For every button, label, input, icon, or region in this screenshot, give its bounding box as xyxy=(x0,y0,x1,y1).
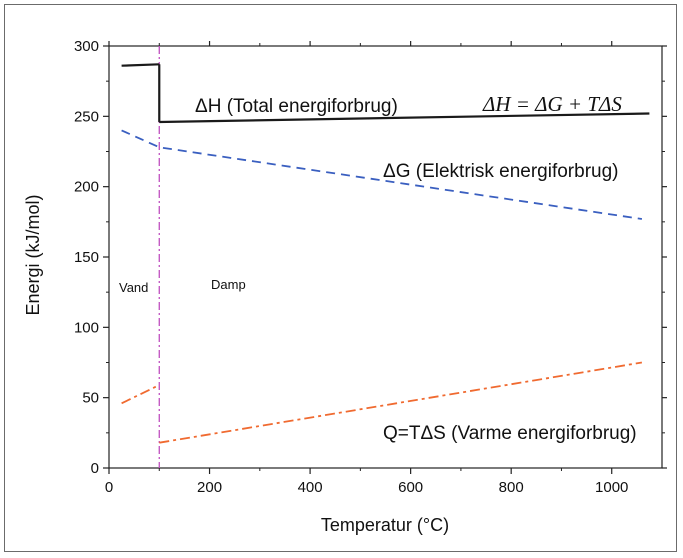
axes: 0 200 400 600 800 1000 0 50 100 150 200 250 300 xyxy=(74,38,667,496)
vand-label: Vand xyxy=(119,280,148,295)
x-tick-label: 600 xyxy=(398,479,423,496)
x-tick-label: 1000 xyxy=(595,479,628,496)
y-tick-label: 300 xyxy=(74,38,99,55)
series-0-segment-0 xyxy=(121,63,160,67)
y-tick-label: 50 xyxy=(82,390,99,407)
chart-frame: 0 200 400 600 800 1000 0 50 100 150 200 250 300 Temp… xyxy=(4,4,677,552)
energy-chart: 0 200 400 600 800 1000 0 50 100 150 200 250 300 Temp… xyxy=(23,38,667,535)
x-tick-label: 400 xyxy=(298,479,323,496)
formula-annotation: ΔH = ΔG + TΔS xyxy=(482,92,622,116)
series-2-segment-1 xyxy=(159,361,643,444)
q-label: Q=TΔS (Varme energiforbrug) xyxy=(383,423,637,444)
series-2-segment-0 xyxy=(121,384,160,405)
delta-g-label: ΔG (Elektrisk energiforbrug) xyxy=(383,161,619,182)
y-tick-label: 200 xyxy=(74,179,99,196)
delta-h-label: ΔH (Total energiforbrug) xyxy=(195,96,398,117)
series-lines xyxy=(121,46,650,468)
y-axis-title: Energi (kJ/mol) xyxy=(23,194,43,315)
x-tick-label: 800 xyxy=(499,479,524,496)
y-tick-label: 250 xyxy=(74,108,99,125)
y-tick-label: 0 xyxy=(91,460,99,477)
damp-label: Damp xyxy=(211,277,246,292)
x-tick-label: 0 xyxy=(105,479,113,496)
series-0-segment-1 xyxy=(159,112,650,124)
y-tick-label: 150 xyxy=(74,249,99,266)
series-1-segment-0 xyxy=(121,129,643,220)
x-axis-title: Temperatur (°C) xyxy=(321,515,449,535)
x-tick-label: 200 xyxy=(197,479,222,496)
y-tick-label: 100 xyxy=(74,319,99,336)
